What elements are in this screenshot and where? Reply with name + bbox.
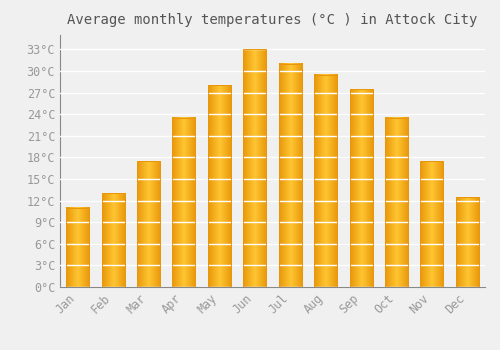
Bar (102, 194, 124, 287)
Title: Average monthly temperatures (°C ) in Attock City: Average monthly temperatures (°C ) in At… (68, 13, 478, 27)
Bar (172, 118, 196, 287)
Bar (278, 64, 301, 287)
Bar (244, 49, 266, 287)
Bar (456, 197, 479, 287)
Bar (208, 85, 231, 287)
Bar (385, 118, 408, 287)
Bar (137, 161, 160, 287)
Bar (314, 75, 337, 287)
Bar (66, 208, 89, 287)
Bar (350, 89, 372, 287)
Bar (420, 161, 444, 287)
